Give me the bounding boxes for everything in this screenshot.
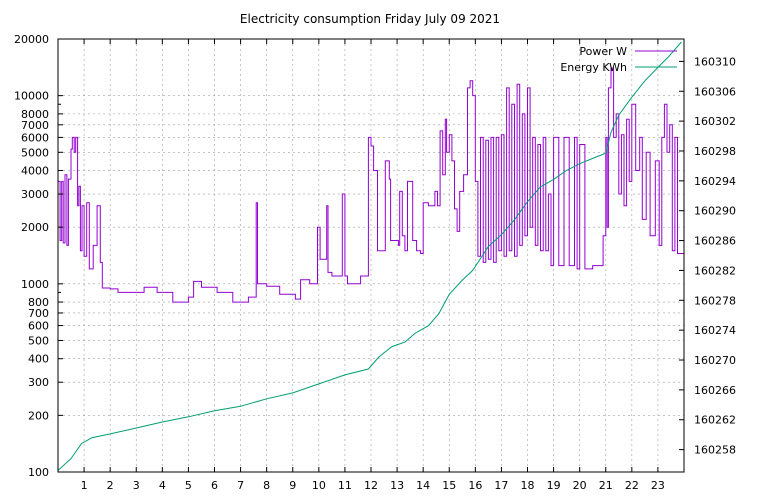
legend: Power W Energy KWh bbox=[560, 45, 677, 74]
legend-label: Energy KWh bbox=[560, 61, 627, 74]
x-tick-label: 19 bbox=[547, 479, 561, 492]
legend-label: Power W bbox=[579, 45, 627, 58]
y-right-tick-label: 160294 bbox=[694, 175, 736, 188]
y-left-tick-label: 100 bbox=[28, 466, 49, 479]
y-right-tick-label: 160286 bbox=[694, 235, 736, 248]
y-left-tick-label: 3000 bbox=[21, 188, 49, 201]
x-tick-label: 11 bbox=[338, 479, 352, 492]
x-tick-label: 9 bbox=[289, 479, 296, 492]
x-tick-label: 17 bbox=[494, 479, 508, 492]
y-right-tick-label: 160282 bbox=[694, 264, 736, 277]
x-tick-label: 6 bbox=[211, 479, 218, 492]
y-left-tick-label: 4000 bbox=[21, 165, 49, 178]
x-tick-label: 21 bbox=[599, 479, 613, 492]
axes: 1 2 3 4 5 6 7 8 9 10 11 12 13 14 15 16 17 18 19 20 21 22 23100… bbox=[14, 33, 736, 492]
y-left-tick-label: 400 bbox=[28, 353, 49, 366]
x-tick-label: 5 bbox=[185, 479, 192, 492]
x-tick-label: 16 bbox=[468, 479, 482, 492]
x-tick-label: 3 bbox=[133, 479, 140, 492]
x-tick-label: 13 bbox=[390, 479, 404, 492]
y-left-tick-label: 20000 bbox=[14, 33, 49, 46]
series-line-1 bbox=[57, 41, 682, 471]
y-left-tick-label: 2000 bbox=[21, 221, 49, 234]
y-right-tick-label: 160278 bbox=[694, 294, 736, 307]
y-left-tick-label: 500 bbox=[28, 334, 49, 347]
y-right-tick-label: 160306 bbox=[694, 85, 736, 98]
x-tick-label: 20 bbox=[573, 479, 587, 492]
x-tick-label: 8 bbox=[263, 479, 270, 492]
y-left-tick-label: 5000 bbox=[21, 146, 49, 159]
y-left-tick-label: 200 bbox=[28, 409, 49, 422]
y-left-tick-label: 300 bbox=[28, 376, 49, 389]
y-left-tick-label: 8000 bbox=[21, 108, 49, 121]
x-tick-label: 14 bbox=[416, 479, 430, 492]
chart-title: Electricity consumption Friday July 09 2… bbox=[240, 12, 500, 26]
y-right-tick-label: 160298 bbox=[694, 145, 736, 158]
y-right-tick-label: 160262 bbox=[694, 414, 736, 427]
x-tick-label: 2 bbox=[107, 479, 114, 492]
x-tick-label: 23 bbox=[651, 479, 665, 492]
y-right-tick-label: 160310 bbox=[694, 55, 736, 68]
x-tick-label: 22 bbox=[625, 479, 639, 492]
x-tick-label: 10 bbox=[312, 479, 326, 492]
x-tick-label: 1 bbox=[81, 479, 88, 492]
gridlines bbox=[58, 39, 684, 472]
y-right-tick-label: 160266 bbox=[694, 384, 736, 397]
y-right-tick-label: 160270 bbox=[694, 354, 736, 367]
y-right-tick-label: 160302 bbox=[694, 115, 736, 128]
y-right-tick-label: 160258 bbox=[694, 444, 736, 457]
y-left-tick-label: 6000 bbox=[21, 131, 49, 144]
x-tick-label: 4 bbox=[159, 479, 166, 492]
y-left-tick-label: 1000 bbox=[21, 278, 49, 291]
series-line-0 bbox=[58, 67, 684, 303]
y-left-tick-label: 700 bbox=[28, 307, 49, 320]
y-left-tick-label: 7000 bbox=[21, 119, 49, 132]
y-left-tick-label: 600 bbox=[28, 320, 49, 333]
y-right-tick-label: 160290 bbox=[694, 205, 736, 218]
series-layer bbox=[57, 41, 684, 471]
x-tick-label: 7 bbox=[237, 479, 244, 492]
x-tick-label: 12 bbox=[364, 479, 378, 492]
x-tick-label: 18 bbox=[521, 479, 535, 492]
x-tick-label: 15 bbox=[442, 479, 456, 492]
y-right-tick-label: 160274 bbox=[694, 324, 736, 337]
y-left-tick-label: 800 bbox=[28, 296, 49, 309]
y-left-tick-label: 10000 bbox=[14, 90, 49, 103]
